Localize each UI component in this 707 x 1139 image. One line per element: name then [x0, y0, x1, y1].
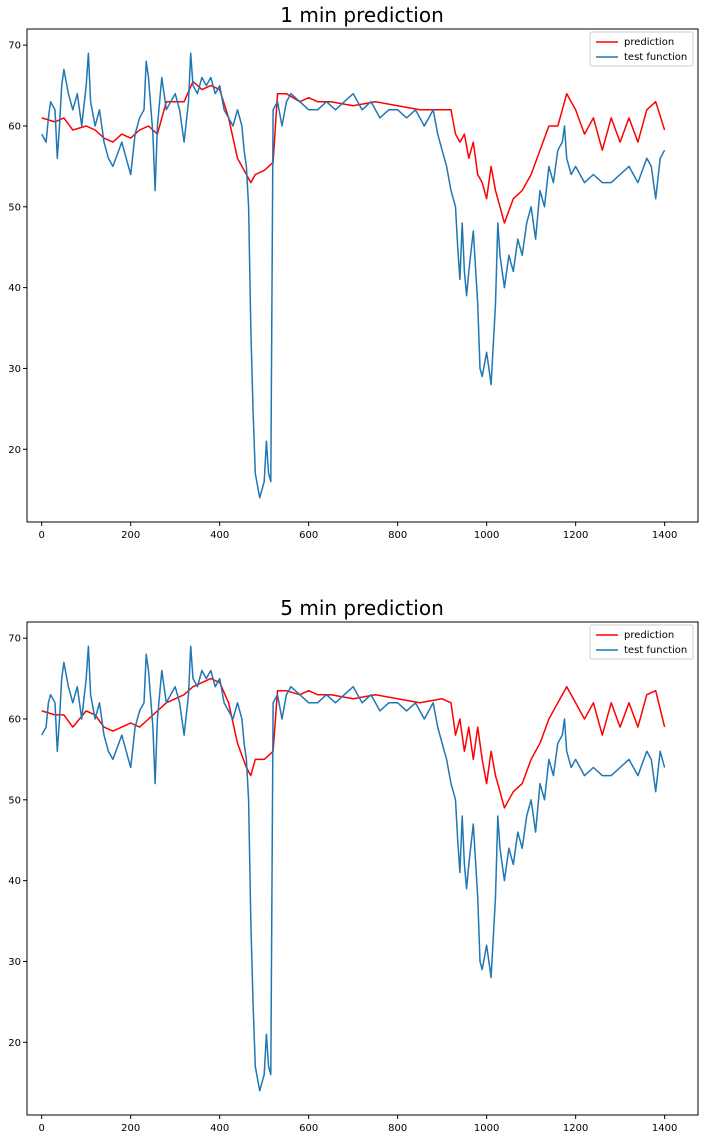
series-line-test-function	[41, 52, 666, 499]
x-axis-ticks: 0 200 400 600 800 1000 1200 1400	[38, 522, 677, 541]
y-axis-ticks: 20 30 40 50 60 70	[8, 41, 27, 456]
y-tick-label: 30	[8, 957, 21, 968]
series-lines	[41, 52, 666, 499]
x-tick-label: 1200	[563, 530, 588, 541]
legend: prediction test function	[589, 624, 694, 660]
x-tick-label: 600	[299, 1123, 318, 1134]
legend-label-prediction: prediction	[624, 630, 674, 641]
y-tick-label: 70	[8, 634, 21, 645]
legend-label-test-function: test function	[624, 645, 687, 656]
x-tick-label: 800	[388, 530, 407, 541]
x-tick-label: 1400	[652, 530, 677, 541]
x-axis-ticks: 0 200 400 600 800 1000 1200 1400	[38, 1115, 677, 1134]
y-tick-label: 50	[8, 202, 21, 213]
y-axis-ticks: 20 30 40 50 60 70	[8, 634, 27, 1049]
chart-5min-prediction: 5 min prediction 0 200 400 600 800 1000 1200 14…	[8, 596, 699, 1134]
x-tick-label: 1000	[474, 530, 499, 541]
x-tick-label: 200	[121, 530, 140, 541]
x-tick-label: 1400	[652, 1123, 677, 1134]
axes-frame	[26, 621, 699, 1116]
y-tick-label: 40	[8, 283, 21, 294]
y-tick-label: 20	[8, 1038, 21, 1049]
x-tick-label: 200	[121, 1123, 140, 1134]
x-tick-label: 400	[210, 1123, 229, 1134]
x-tick-label: 0	[38, 530, 44, 541]
y-tick-label: 60	[8, 121, 21, 132]
y-tick-label: 40	[8, 876, 21, 887]
y-tick-label: 50	[8, 795, 21, 806]
legend-label-test-function: test function	[624, 52, 687, 63]
y-tick-label: 70	[8, 41, 21, 52]
x-tick-label: 600	[299, 530, 318, 541]
x-tick-label: 1200	[563, 1123, 588, 1134]
chart-title: 5 min prediction	[280, 596, 444, 620]
series-lines	[41, 645, 666, 1092]
series-line-test-function	[41, 645, 666, 1092]
legend-label-prediction: prediction	[624, 37, 674, 48]
x-tick-label: 1000	[474, 1123, 499, 1134]
axes-frame	[26, 28, 699, 523]
x-tick-label: 400	[210, 530, 229, 541]
chart-title: 1 min prediction	[280, 3, 444, 27]
legend: prediction test function	[589, 31, 694, 67]
chart-1min-prediction: 1 min prediction 0 200 400 600 800 1000 1200 14…	[8, 3, 699, 541]
y-tick-label: 60	[8, 714, 21, 725]
y-tick-label: 20	[8, 445, 21, 456]
x-tick-label: 0	[38, 1123, 44, 1134]
y-tick-label: 30	[8, 364, 21, 375]
x-tick-label: 800	[388, 1123, 407, 1134]
